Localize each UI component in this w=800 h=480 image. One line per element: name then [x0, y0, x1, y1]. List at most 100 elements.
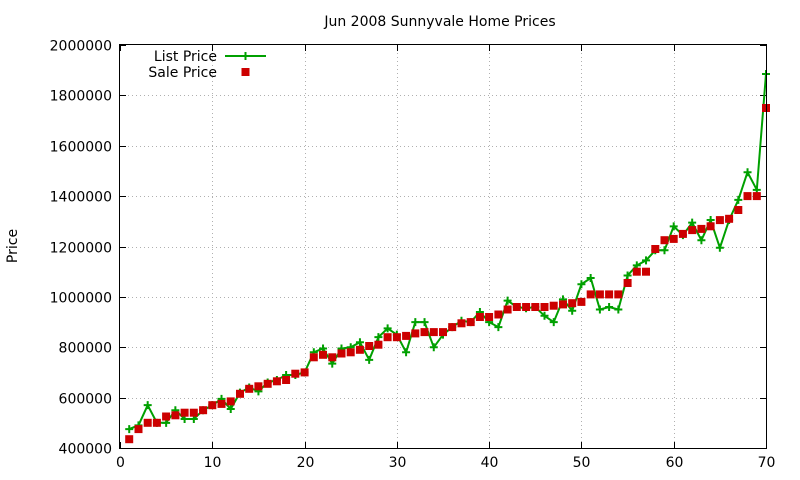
sale-price-point [309, 353, 318, 362]
sale-price-point [512, 303, 521, 311]
sale-price-point [475, 313, 484, 321]
list-price-point [494, 323, 503, 332]
sale-price-point [236, 389, 244, 398]
y-tick-label: 2000000 [50, 39, 112, 55]
sale-price-point [383, 333, 392, 342]
sale-price-point [531, 303, 540, 311]
sale-price-point [402, 331, 411, 340]
sale-price-point [171, 411, 180, 420]
sale-price-point [365, 342, 374, 350]
list-price-point [715, 243, 724, 252]
legend-label-list-price: List Price [154, 49, 217, 65]
sale-price-point [392, 333, 401, 342]
sale-price-point [678, 229, 687, 238]
list-price-point [429, 343, 438, 352]
sale-price-point [337, 349, 346, 358]
sale-price-point [522, 303, 531, 311]
x-tick-label: 0 [116, 455, 125, 471]
sale-price-point [743, 192, 752, 201]
list-price-point [743, 168, 752, 177]
sale-price-point [152, 418, 161, 427]
list-price-point [125, 425, 134, 434]
x-tick-label: 30 [389, 455, 407, 471]
chart-title: Jun 2008 Sunnyvale Home Prices [323, 14, 555, 30]
sale-price-point [189, 408, 198, 417]
data-series [125, 69, 770, 444]
sale-price-point [669, 234, 678, 243]
list-price-point [402, 348, 411, 357]
list-price-point [577, 280, 586, 289]
list-price-point [503, 296, 512, 305]
sale-price-point [706, 222, 715, 231]
list-price-point [355, 338, 364, 347]
sale-price-point [503, 305, 512, 314]
sale-price-point [632, 267, 641, 276]
list-price-point [734, 195, 743, 204]
legend-marker-list-price [241, 52, 250, 60]
list-price-point [605, 302, 614, 311]
y-tick-label: 400000 [59, 442, 112, 458]
sale-price-point [263, 379, 272, 388]
legend-marker-sale-price [241, 68, 250, 76]
list-price-point [688, 218, 697, 227]
sale-price-point [346, 348, 355, 357]
sale-price-point [134, 425, 143, 434]
sale-price-point [319, 350, 327, 359]
y-tick-label: 1600000 [50, 140, 112, 156]
list-price-point [642, 256, 651, 265]
list-price-point [669, 222, 678, 231]
sale-price-point [623, 279, 632, 287]
sale-price-point [199, 406, 208, 415]
sale-price-point [272, 377, 281, 386]
sale-price-point [595, 290, 604, 299]
list-price-point [660, 246, 669, 255]
sale-price-point [226, 397, 235, 406]
sale-price-point [660, 236, 669, 245]
x-tick-label: 20 [297, 455, 315, 471]
sale-price-point [217, 399, 226, 408]
x-tick-label: 70 [758, 455, 776, 471]
sale-price-point [752, 192, 761, 201]
list-price-point [568, 306, 577, 315]
y-tick-label: 1400000 [50, 190, 112, 206]
sale-price-point [411, 329, 420, 338]
list-price-point [143, 401, 152, 410]
sale-price-point [485, 313, 494, 321]
sale-price-point [586, 290, 595, 299]
sale-price-point [457, 319, 466, 328]
list-price-point [697, 236, 706, 245]
sale-price-point [254, 382, 263, 391]
axis-ticks: 400000 600000 800000 1000000 1200000 1400000 1… [50, 39, 776, 472]
list-price-point [614, 305, 623, 314]
sale-price-point [328, 353, 337, 362]
plot-frame [119, 44, 767, 449]
sale-price-point [642, 267, 650, 276]
sale-price-point [208, 401, 217, 410]
sale-price-point [448, 323, 457, 332]
list-price-point [383, 324, 392, 333]
sale-price-point [651, 245, 660, 253]
sale-price-point [355, 345, 364, 354]
y-tick-label: 1800000 [50, 89, 112, 105]
sale-price-point [577, 297, 586, 306]
sale-price-point [725, 214, 734, 223]
sale-price-point [549, 301, 558, 310]
sale-price-point [466, 318, 475, 327]
sale-price-point [715, 216, 724, 225]
sale-price-point [125, 435, 134, 444]
sale-price-point [559, 300, 567, 309]
list-price-point [420, 318, 429, 327]
sale-price-point [429, 328, 438, 337]
x-tick-label: 10 [204, 455, 222, 471]
list-price-point [411, 318, 420, 327]
list-price-line [128, 73, 767, 431]
list-price-point [623, 271, 632, 280]
sale-price-point [494, 310, 503, 319]
sale-price-point [162, 412, 171, 421]
sale-price-point [374, 340, 383, 349]
sale-price-point [180, 408, 189, 417]
sale-price-point [143, 418, 152, 427]
y-tick-label: 600000 [59, 392, 112, 408]
